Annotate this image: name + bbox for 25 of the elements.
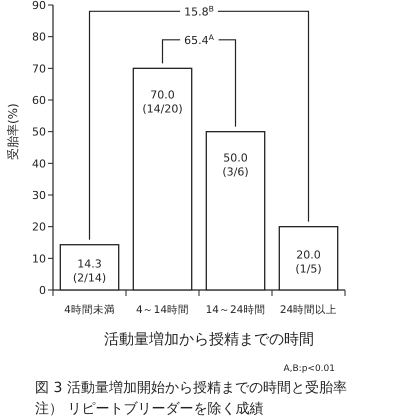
text: 注） リピートブリーダーを除く成績: [35, 401, 264, 417]
y-tick-label: 20: [32, 220, 46, 234]
y-tick-label: 90: [32, 0, 46, 12]
y-tick-label: 30: [32, 189, 46, 202]
y-tick-label: 40: [32, 157, 46, 170]
y-tick-label: 10: [32, 252, 46, 266]
y-tick-label: 50: [32, 126, 46, 139]
x-tick-label: 4時間未満: [64, 303, 115, 316]
annotation: 15.8$^{B}$: [184, 4, 214, 18]
x-tick-label: 14～24時間: [206, 303, 266, 316]
y-tick-label: 80: [32, 30, 46, 44]
y-axis-title: 受胎率(%): [6, 103, 20, 160]
data-label: 20.0 (1/5): [295, 248, 322, 276]
y-tick-label: 70: [32, 62, 46, 76]
annotation: 65.4$^{A}$: [184, 32, 215, 47]
data-label: 70.0 (14/20): [142, 88, 183, 116]
x-tick-label: 4～14時間: [136, 303, 190, 316]
data-label: 50.0 (3/6): [222, 152, 249, 179]
text: 図 3 活動量増加開始から授精までの時間と受胎率: [35, 379, 347, 396]
data-label: 14.3 (2/14): [72, 257, 106, 284]
x-axis-title: 活動量増加から授精までの時間: [104, 330, 314, 348]
text: A,B:p<0.01: [283, 364, 335, 374]
y-tick-label: 0: [39, 284, 46, 297]
y-tick-label: 60: [32, 94, 46, 107]
x-tick-label: 24時間以上: [280, 303, 338, 316]
